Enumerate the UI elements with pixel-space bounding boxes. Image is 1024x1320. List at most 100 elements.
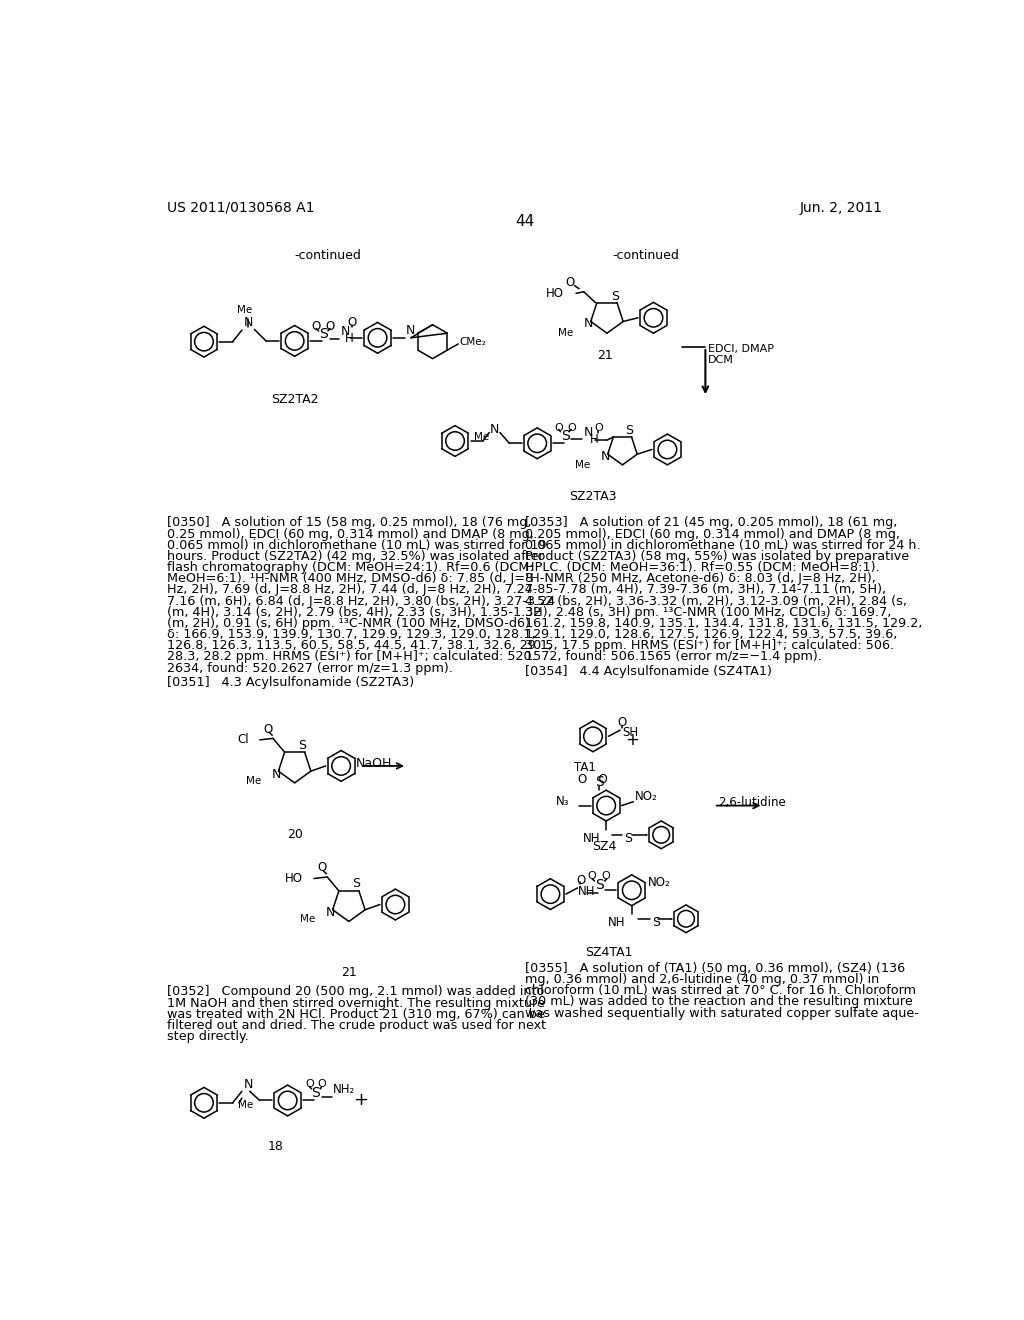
Text: MeOH=6:1). ¹H-NMR (400 MHz, DMSO-d6) δ: 7.85 (d, J=8: MeOH=6:1). ¹H-NMR (400 MHz, DMSO-d6) δ: …: [167, 573, 532, 585]
Text: 129.1, 129.0, 128.6, 127.5, 126.9, 122.4, 59.3, 57.5, 39.6,: 129.1, 129.0, 128.6, 127.5, 126.9, 122.4…: [524, 628, 897, 642]
Text: 0.25 mmol), EDCI (60 mg, 0.314 mmol) and DMAP (8 mg,: 0.25 mmol), EDCI (60 mg, 0.314 mmol) and…: [167, 528, 534, 541]
Text: N: N: [244, 315, 253, 329]
Text: Me: Me: [558, 327, 573, 338]
Text: N: N: [326, 907, 335, 919]
Text: 21: 21: [341, 966, 356, 979]
Text: Jun. 2, 2011: Jun. 2, 2011: [800, 201, 883, 215]
Text: EDCI, DMAP: EDCI, DMAP: [708, 345, 774, 354]
Text: hours. Product (SZ2TA2) (42 mg, 32.5%) was isolated after: hours. Product (SZ2TA2) (42 mg, 32.5%) w…: [167, 550, 544, 562]
Text: (m, 4H), 3.14 (s, 2H), 2.79 (bs, 4H), 2.33 (s, 3H), 1.35-1.32: (m, 4H), 3.14 (s, 2H), 2.79 (bs, 4H), 2.…: [167, 606, 541, 619]
Text: 2634, found: 520.2627 (error m/z=1.3 ppm).: 2634, found: 520.2627 (error m/z=1.3 ppm…: [167, 661, 453, 675]
Text: step directly.: step directly.: [167, 1030, 249, 1043]
Text: HO: HO: [546, 286, 563, 300]
Text: (m, 2H), 0.91 (s, 6H) ppm. ¹³C-NMR (100 MHz, DMSO-d6): (m, 2H), 0.91 (s, 6H) ppm. ¹³C-NMR (100 …: [167, 616, 529, 630]
Text: 0.065 mmol) in dichloromethane (10 mL) was stirred for 24 h.: 0.065 mmol) in dichloromethane (10 mL) w…: [524, 539, 921, 552]
Text: S: S: [626, 424, 633, 437]
Text: TA1: TA1: [574, 760, 596, 774]
Text: O: O: [588, 871, 597, 882]
Text: +: +: [353, 1092, 368, 1110]
Text: Hz, 2H), 7.69 (d, J=8.8 Hz, 2H), 7.44 (d, J=8 Hz, 2H), 7.24-: Hz, 2H), 7.69 (d, J=8.8 Hz, 2H), 7.44 (d…: [167, 583, 538, 597]
Text: H: H: [345, 333, 353, 345]
Text: 0.205 mmol), EDCI (60 mg, 0.314 mmol) and DMAP (8 mg,: 0.205 mmol), EDCI (60 mg, 0.314 mmol) an…: [524, 528, 900, 541]
Text: SZ2TA2: SZ2TA2: [271, 393, 318, 407]
Text: O: O: [326, 319, 335, 333]
Text: [0350]   A solution of 15 (58 mg, 0.25 mmol), 18 (76 mg,: [0350] A solution of 15 (58 mg, 0.25 mmo…: [167, 516, 531, 529]
Text: O: O: [555, 422, 563, 433]
Text: O: O: [263, 722, 272, 735]
Text: H: H: [590, 433, 599, 446]
Text: 161.2, 159.8, 140.9, 135.1, 134.4, 131.8, 131.6, 131.5, 129.2,: 161.2, 159.8, 140.9, 135.1, 134.4, 131.8…: [524, 616, 923, 630]
Text: 7.16 (m, 6H), 6.84 (d, J=8.8 Hz, 2H), 3.80 (bs, 2H), 3.27-3.24: 7.16 (m, 6H), 6.84 (d, J=8.8 Hz, 2H), 3.…: [167, 594, 555, 607]
Text: O: O: [602, 871, 610, 882]
Text: S: S: [298, 739, 306, 752]
Text: +: +: [625, 731, 639, 750]
Text: HPLC. (DCM: MeOH=36:1). Rf=0.55 (DCM: MeOH=8:1).: HPLC. (DCM: MeOH=36:1). Rf=0.55 (DCM: Me…: [524, 561, 880, 574]
Text: -continued: -continued: [612, 249, 679, 263]
Text: N: N: [407, 325, 416, 338]
Text: 20: 20: [287, 828, 302, 841]
Text: DCM: DCM: [708, 355, 733, 366]
Text: O: O: [305, 1080, 313, 1089]
Text: 21: 21: [597, 350, 612, 363]
Text: O: O: [565, 276, 574, 289]
Text: was washed sequentially with saturated copper sulfate aque-: was washed sequentially with saturated c…: [524, 1007, 919, 1019]
Text: NH₂: NH₂: [333, 1084, 355, 1096]
Text: [0355]   A solution of (TA1) (50 mg, 0.36 mmol), (SZ4) (136: [0355] A solution of (TA1) (50 mg, 0.36 …: [524, 962, 905, 975]
Text: S: S: [595, 775, 603, 789]
Text: [0353]   A solution of 21 (45 mg, 0.205 mmol), 18 (61 mg,: [0353] A solution of 21 (45 mg, 0.205 mm…: [524, 516, 897, 529]
Text: NaOH: NaOH: [355, 756, 392, 770]
Text: 30.5, 17.5 ppm. HRMS (ESI⁺) for [M+H]⁺; calculated: 506.: 30.5, 17.5 ppm. HRMS (ESI⁺) for [M+H]⁺; …: [524, 639, 894, 652]
Text: S: S: [561, 429, 569, 444]
Text: flash chromatography (DCM: MeOH=24:1). Rf=0.6 (DCM:: flash chromatography (DCM: MeOH=24:1). R…: [167, 561, 534, 574]
Text: SZ2TA3: SZ2TA3: [569, 490, 616, 503]
Text: Me: Me: [238, 1100, 253, 1110]
Text: S: S: [610, 290, 618, 302]
Text: Me: Me: [575, 461, 591, 470]
Text: filtered out and dried. The crude product was used for next: filtered out and dried. The crude produc…: [167, 1019, 546, 1032]
Text: NO₂: NO₂: [635, 789, 657, 803]
Text: [0351]   4.3 Acylsulfonamide (SZ2TA3): [0351] 4.3 Acylsulfonamide (SZ2TA3): [167, 676, 414, 689]
Text: Cl: Cl: [238, 734, 249, 746]
Text: [0354]   4.4 Acylsulfonamide (SZ4TA1): [0354] 4.4 Acylsulfonamide (SZ4TA1): [524, 665, 772, 677]
Text: O: O: [567, 422, 575, 433]
Text: S: S: [595, 878, 603, 892]
Text: S: S: [318, 327, 328, 341]
Text: 3H), 2.48 (s, 3H) pm. ¹³C-NMR (100 MHz, CDCl₃) δ: 169.7,: 3H), 2.48 (s, 3H) pm. ¹³C-NMR (100 MHz, …: [524, 606, 891, 619]
Text: N: N: [340, 325, 350, 338]
Text: SZ4TA1: SZ4TA1: [585, 946, 632, 960]
Text: was treated with 2N HCl. Product 21 (310 mg, 67%) can be: was treated with 2N HCl. Product 21 (310…: [167, 1007, 545, 1020]
Text: 44: 44: [515, 214, 535, 228]
Text: Me: Me: [238, 305, 253, 314]
Text: O: O: [575, 874, 586, 887]
Text: 7.85-7.78 (m, 4H), 7.39-7.36 (m, 3H), 7.14-7.11 (m, 5H),: 7.85-7.78 (m, 4H), 7.39-7.36 (m, 3H), 7.…: [524, 583, 886, 597]
Text: 1M NaOH and then stirred overnight. The resulting mixture: 1M NaOH and then stirred overnight. The …: [167, 997, 545, 1010]
Text: O   O: O O: [579, 774, 608, 787]
Text: O: O: [317, 1080, 326, 1089]
Text: O: O: [617, 715, 627, 729]
Text: O: O: [317, 861, 327, 874]
Text: 2,6-lutidine: 2,6-lutidine: [719, 796, 786, 809]
Text: 4.52 (bs, 2H), 3.36-3.32 (m, 2H), 3.12-3.09 (m, 2H), 2.84 (s,: 4.52 (bs, 2H), 3.36-3.32 (m, 2H), 3.12-3…: [524, 594, 907, 607]
Text: N: N: [489, 422, 500, 436]
Text: [0352]   Compound 20 (500 mg, 2.1 mmol) was added into: [0352] Compound 20 (500 mg, 2.1 mmol) wa…: [167, 985, 544, 998]
Text: 18: 18: [267, 1139, 284, 1152]
Text: O: O: [311, 319, 321, 333]
Text: N: N: [271, 768, 281, 780]
Text: S: S: [652, 916, 659, 929]
Text: CMe₂: CMe₂: [459, 338, 485, 347]
Text: 28.3, 28.2 ppm. HRMS (ESI⁺) for [M+H]⁺; calculated: 520.: 28.3, 28.2 ppm. HRMS (ESI⁺) for [M+H]⁺; …: [167, 651, 536, 664]
Text: NH: NH: [584, 832, 601, 845]
Text: S: S: [311, 1086, 319, 1100]
Text: SZ4: SZ4: [593, 841, 616, 853]
Text: 1572, found: 506.1565 (error m/z=−1.4 ppm).: 1572, found: 506.1565 (error m/z=−1.4 pp…: [524, 651, 821, 664]
Text: S: S: [624, 832, 632, 845]
Text: S: S: [352, 878, 360, 891]
Text: N: N: [584, 426, 593, 440]
Text: Product (SZ2TA3) (58 mg, 55%) was isolated by preparative: Product (SZ2TA3) (58 mg, 55%) was isolat…: [524, 550, 909, 562]
Text: -continued: -continued: [295, 249, 361, 263]
Text: chloroform (10 mL) was stirred at 70° C. for 16 h. Chloroform: chloroform (10 mL) was stirred at 70° C.…: [524, 985, 915, 997]
Text: O: O: [347, 315, 356, 329]
Text: 126.8, 126.3, 113.5, 60.5, 58.5, 44.5, 41.7, 38.1, 32.6, 29.1,: 126.8, 126.3, 113.5, 60.5, 58.5, 44.5, 4…: [167, 639, 552, 652]
Text: N: N: [601, 450, 610, 463]
Text: N: N: [244, 1078, 253, 1090]
